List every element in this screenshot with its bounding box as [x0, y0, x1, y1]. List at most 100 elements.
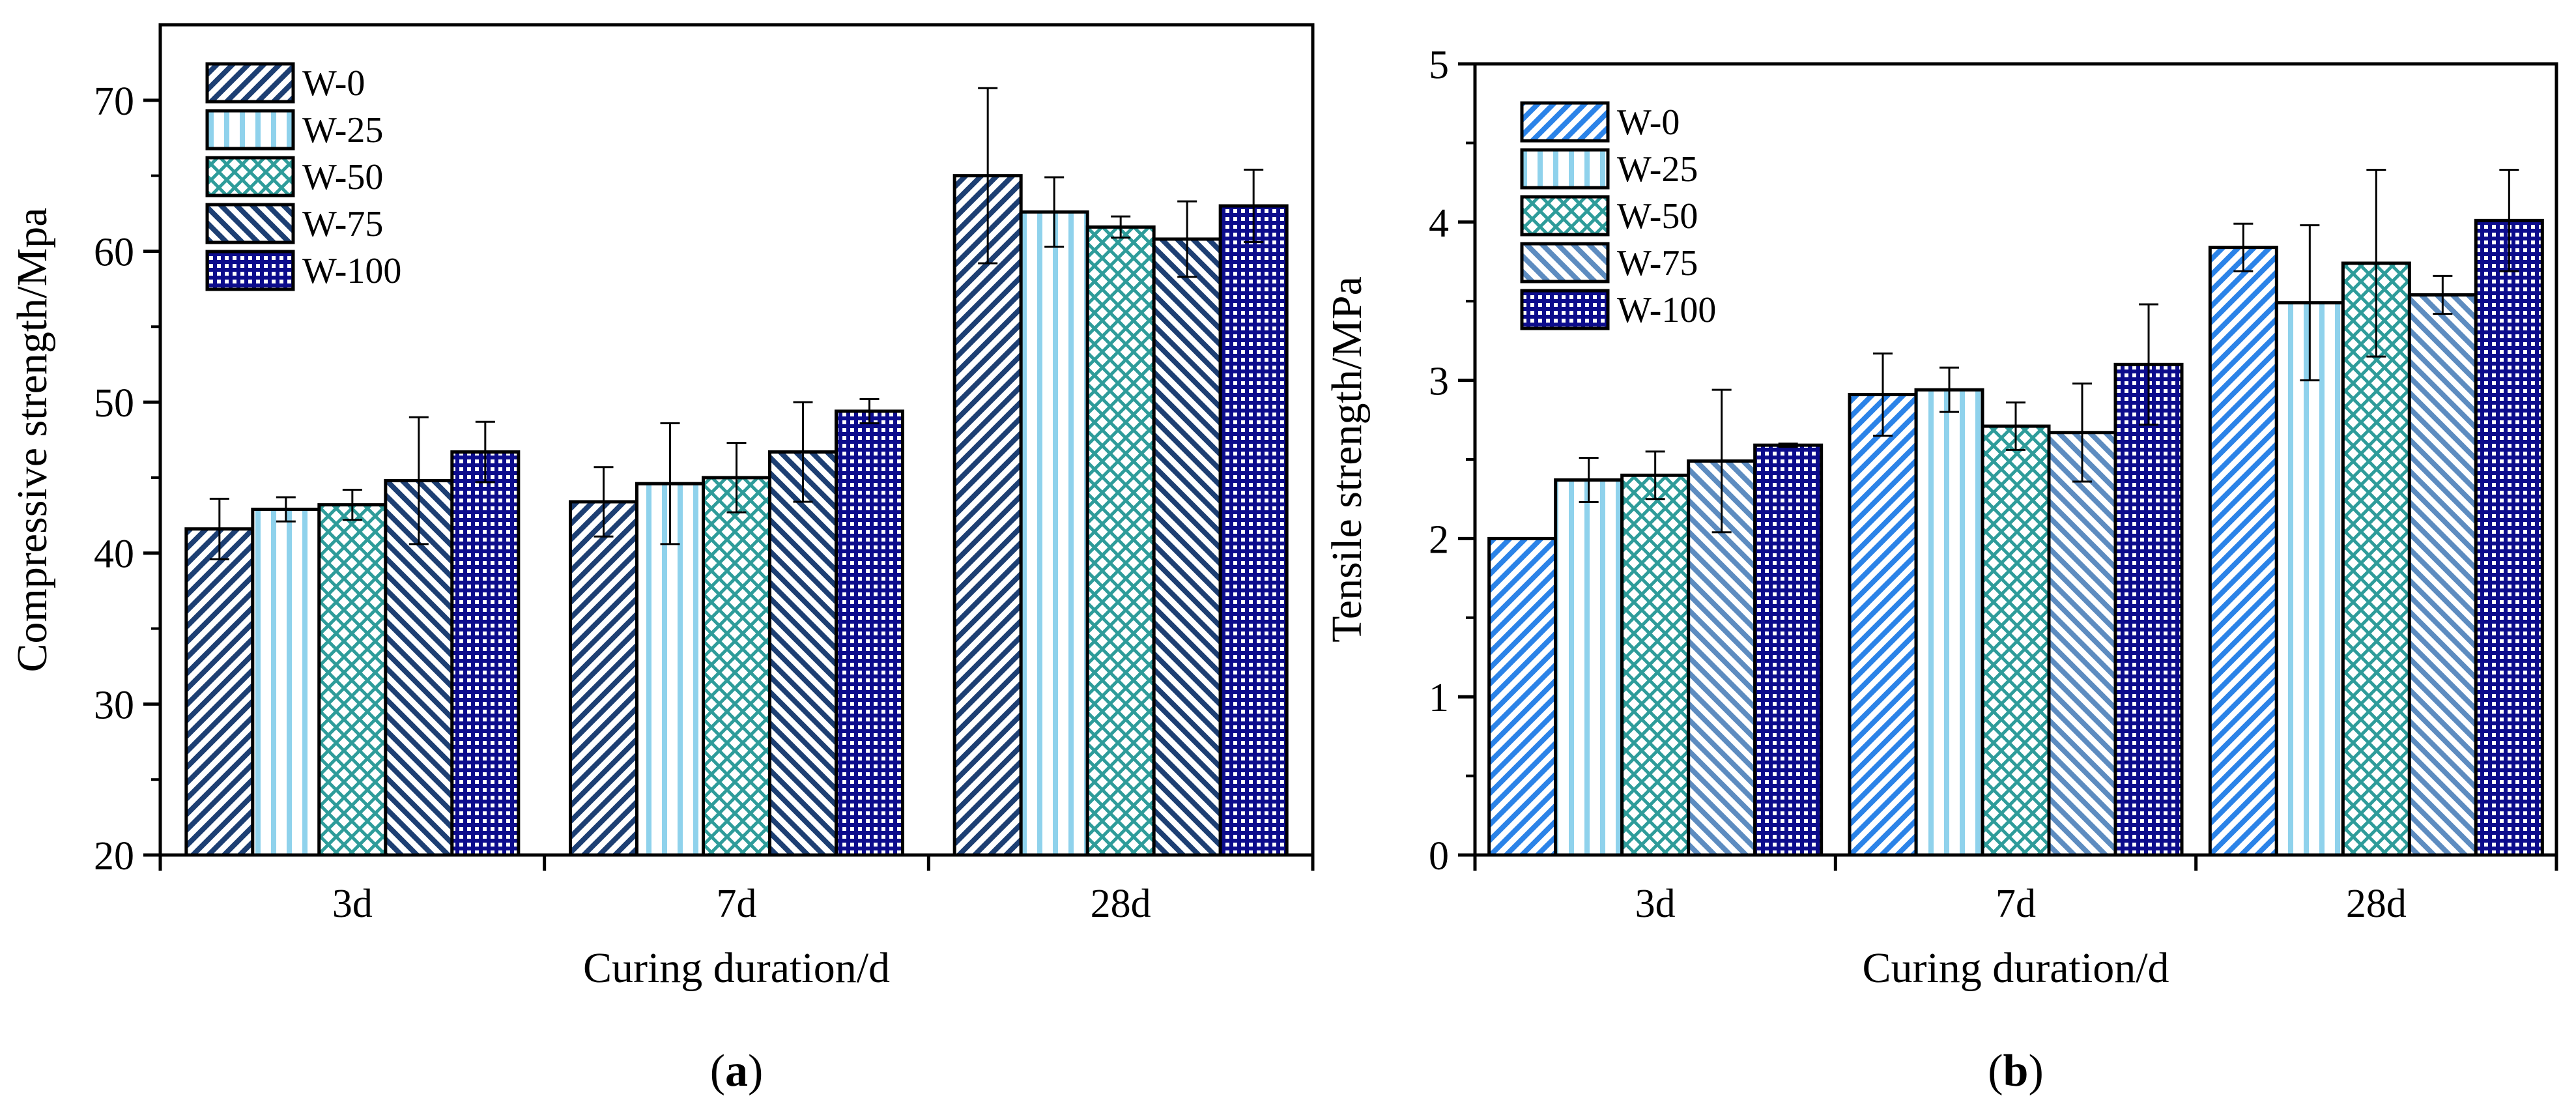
bar-W-100-7d	[2113, 362, 2184, 857]
x-tick-label: 3d	[1635, 882, 1676, 926]
bar-W-50-3d	[1620, 473, 1691, 857]
legend-swatch-W-50	[205, 156, 295, 197]
legend: W-0 W-25 W-50 W-75 W-100	[1520, 101, 1716, 330]
x-tick-label: 7d	[717, 882, 757, 926]
bar-W-100-28d	[1218, 204, 1289, 857]
y-tick-label: 5	[1429, 43, 1449, 87]
bar-W-25-28d	[2274, 301, 2345, 857]
error-bar-W-25-3d	[276, 496, 296, 523]
x-tick-label: 7d	[1996, 882, 2036, 926]
x-tick-label: 3d	[332, 882, 373, 926]
bar-W-100-7d	[835, 409, 904, 857]
bar-W-50-3d	[317, 503, 388, 857]
legend-label-W-25: W-25	[1617, 149, 1698, 190]
bar-W-0-3d	[1487, 536, 1558, 857]
y-tick-label: 20	[94, 834, 134, 878]
legend-label-W-50: W-50	[302, 157, 383, 197]
error-bar-W-50-3d	[1645, 450, 1665, 500]
y-tick-label: 60	[94, 230, 134, 274]
chart-panel-a: 20 30 40 50 60 70 3d 7d 28d Curing duration/d Comp…	[8, 23, 1315, 1096]
error-bar-W-50-7d	[2006, 401, 2025, 451]
error-bar-W-50-3d	[342, 488, 362, 521]
x-axis-title: Curing duration/d	[583, 944, 890, 992]
y-axis-title: Compressive strength/Mpa	[8, 207, 56, 672]
legend-swatch-W-0	[205, 62, 295, 104]
legend-label-W-0: W-0	[302, 63, 365, 104]
y-tick-label: 1	[1429, 676, 1449, 720]
bar-W-75-7d	[2047, 431, 2117, 857]
error-bar-W-75-7d	[2072, 382, 2092, 483]
error-bar-W-50-28d	[2366, 169, 2386, 358]
error-bar-W-25-7d	[660, 422, 680, 545]
bar-W-75-28d	[2407, 293, 2478, 857]
error-bar-W-100-7d	[859, 398, 880, 425]
bar-W-25-3d	[251, 508, 321, 857]
legend-swatch-W-50	[1520, 195, 1610, 237]
error-bar-W-75-3d	[408, 416, 429, 545]
y-tick-label: 2	[1429, 517, 1449, 562]
error-bar-W-0-7d	[1873, 352, 1893, 437]
plot-frame	[158, 23, 1315, 857]
bar-W-75-28d	[1152, 237, 1222, 857]
error-bar-W-0-28d	[2233, 222, 2254, 272]
error-bar-W-50-7d	[726, 442, 747, 514]
y-tick-label: 40	[94, 532, 134, 577]
x-axis-title: Curing duration/d	[1862, 944, 2169, 992]
y-tick-label: 0	[1429, 834, 1449, 878]
bar-W-25-28d	[1019, 210, 1089, 857]
bar-W-0-28d	[2208, 246, 2278, 857]
bar-W-0-3d	[184, 527, 255, 857]
x-tick-label: 28d	[1091, 882, 1151, 926]
legend-swatch-W-25	[205, 109, 295, 151]
error-bar-W-100-3d	[475, 420, 495, 484]
bar-W-25-7d	[1914, 388, 1984, 857]
legend-swatch-W-25	[1520, 148, 1610, 190]
error-bar-W-75-28d	[2433, 274, 2453, 315]
legend-swatch-W-100	[205, 250, 295, 291]
legend: W-0 W-25 W-50 W-75 W-100	[205, 62, 401, 291]
y-axis-title: Tensile strength/MPa	[1323, 276, 1371, 643]
error-bar-W-25-28d	[2300, 224, 2320, 382]
legend-label-W-100: W-100	[1617, 290, 1716, 330]
error-bar-W-100-28d	[1244, 168, 1264, 244]
panel-label: (b)	[1988, 1046, 2044, 1096]
error-bar-W-100-3d	[1778, 442, 1798, 448]
error-bar-W-75-3d	[1711, 388, 1732, 534]
legend-swatch-W-0	[1520, 101, 1610, 143]
error-bar-W-75-28d	[1177, 200, 1197, 278]
bar-W-50-28d	[1085, 225, 1156, 857]
bar-W-100-28d	[2474, 218, 2544, 857]
bar-W-25-3d	[1554, 478, 1624, 857]
legend-swatch-W-100	[1520, 289, 1610, 330]
error-bar-W-50-28d	[1111, 215, 1131, 239]
bar-W-50-7d	[1981, 424, 2051, 857]
y-tick-label: 3	[1429, 360, 1449, 404]
legend-swatch-W-75	[205, 203, 295, 244]
legend-label-W-25: W-25	[302, 110, 383, 151]
y-tick-label: 4	[1429, 201, 1449, 246]
error-bar-W-75-7d	[793, 401, 813, 503]
bar-W-0-7d	[569, 500, 638, 857]
error-bar-W-100-28d	[2499, 169, 2519, 272]
error-bar-W-100-7d	[2139, 303, 2158, 426]
y-tick-label: 70	[94, 80, 134, 124]
legend-label-W-0: W-0	[1617, 102, 1680, 143]
error-bar-W-25-7d	[1939, 366, 1959, 413]
bar-W-100-3d	[450, 450, 521, 857]
bar-W-25-7d	[635, 482, 705, 857]
chart-panel-b: 0 1 2 3 4 5 3d 7d 28d Curing duration/d Tensile st…	[1323, 43, 2558, 1096]
legend-label-W-100: W-100	[302, 251, 401, 291]
error-bar-W-0-7d	[594, 466, 614, 538]
legend-label-W-75: W-75	[302, 204, 383, 244]
legend-label-W-50: W-50	[1617, 196, 1698, 237]
x-tick-label: 28d	[2346, 882, 2407, 926]
y-tick-label: 50	[94, 381, 134, 426]
error-bar-W-25-3d	[1579, 457, 1599, 504]
bar-W-100-3d	[1753, 443, 1824, 857]
legend-label-W-75: W-75	[1617, 243, 1698, 283]
bar-W-75-7d	[768, 450, 838, 857]
bar-W-0-7d	[1848, 392, 1918, 857]
bar-W-0-28d	[952, 174, 1023, 857]
